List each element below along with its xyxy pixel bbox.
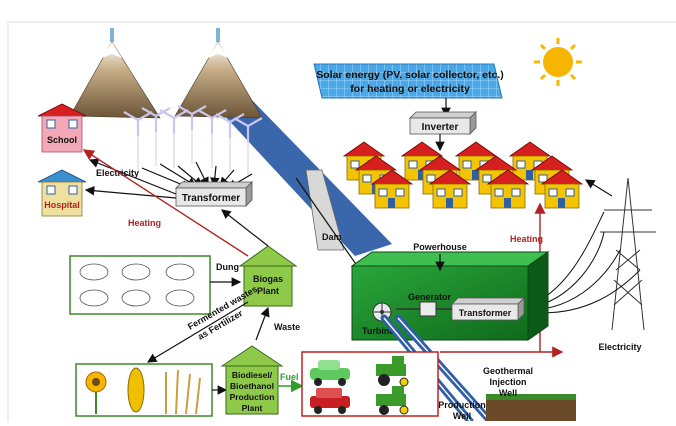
mountain-left xyxy=(70,28,160,118)
biogas-line1: Biogas xyxy=(253,274,283,284)
houses-cluster xyxy=(344,142,582,208)
biodiesel-line2: Bioethanol xyxy=(230,381,274,391)
production-line1: Production xyxy=(438,400,486,410)
school-label: School xyxy=(47,135,77,145)
generator-label: Generator xyxy=(408,292,452,302)
biodiesel-line3: Production xyxy=(230,392,275,402)
sheep-box xyxy=(70,256,210,314)
biodiesel-plant: Biodiesel/ Bioethanol Production Plant xyxy=(222,346,282,414)
inverter-label: Inverter xyxy=(422,122,459,133)
waste-label: Waste xyxy=(274,322,300,332)
ground-soil xyxy=(486,394,576,421)
solar-energy-line1: Solar energy (PV, solar collector, etc.) xyxy=(316,69,504,81)
mountain-right xyxy=(175,28,262,118)
solar-energy-line2: for heating or electricity xyxy=(350,83,470,95)
production-line2: Well xyxy=(453,411,471,421)
electricity-right-label: Electricity xyxy=(598,342,641,352)
transformer-top-label: Transformer xyxy=(182,193,240,204)
powerhouse-label: Powerhouse xyxy=(413,242,467,252)
geothermal-line3: Well xyxy=(499,388,517,398)
transformer-powerhouse-box: Transformer xyxy=(452,298,524,320)
hospital-label: Hospital xyxy=(44,200,80,210)
inverter-box: Inverter xyxy=(410,112,476,134)
heating-left-label: Heating xyxy=(128,218,161,228)
biodiesel-line1: Biodiesel/ xyxy=(232,370,273,380)
transformer-top-box: Transformer xyxy=(176,182,252,206)
heating-right-label: Heating xyxy=(510,234,543,244)
wind-turbines xyxy=(124,106,262,176)
hospital-building: Hospital xyxy=(38,170,86,216)
biodiesel-line4: Plant xyxy=(242,403,263,413)
sun-icon xyxy=(534,38,582,86)
vehicles-box xyxy=(302,352,438,416)
electricity-tower xyxy=(600,178,656,330)
fuel-label: Fuel xyxy=(280,372,299,382)
geothermal-line2: Injection xyxy=(489,377,526,387)
crops-box xyxy=(76,364,212,416)
geothermal-line1: Geothermal xyxy=(483,366,533,376)
transformer-powerhouse-label: Transformer xyxy=(459,308,512,318)
dung-label: Dung xyxy=(216,262,239,272)
dam-label: Dam xyxy=(322,232,342,242)
biogas-line2: Plant xyxy=(257,286,279,296)
solar-panel: Solar energy (PV, solar collector, etc.)… xyxy=(314,64,504,98)
